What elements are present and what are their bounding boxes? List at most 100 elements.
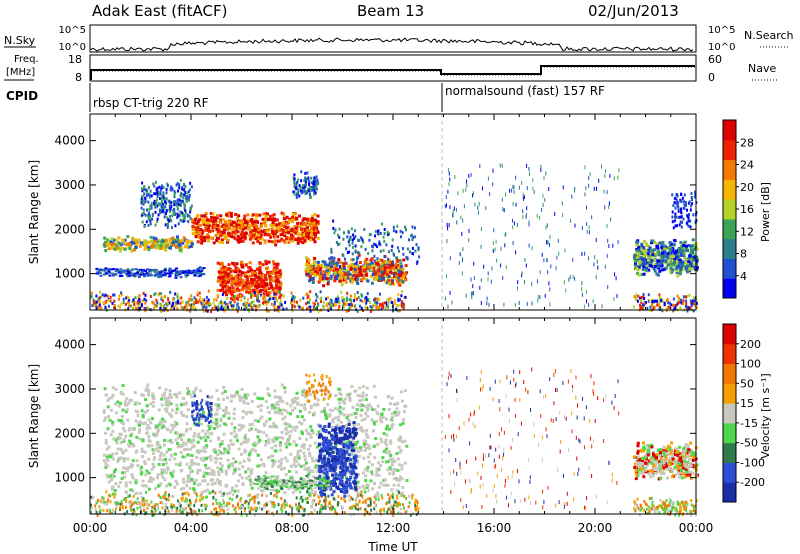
echo-cell bbox=[449, 256, 451, 261]
echo-cell bbox=[351, 279, 355, 283]
echo-cell bbox=[340, 265, 344, 269]
echo-cell bbox=[375, 262, 379, 266]
echo-cell bbox=[203, 458, 207, 462]
echo-cell bbox=[397, 438, 401, 442]
echo-cell bbox=[111, 473, 115, 477]
echo-cell bbox=[562, 213, 564, 218]
echo-cell bbox=[653, 269, 657, 273]
echo-cell bbox=[260, 237, 264, 241]
echo-cell bbox=[411, 238, 414, 242]
echo-cell bbox=[399, 475, 402, 479]
echo-cell bbox=[316, 423, 320, 427]
echo-cell bbox=[262, 282, 266, 285]
echo-cell bbox=[136, 300, 139, 304]
echo-cell bbox=[338, 265, 341, 268]
echo-cell bbox=[358, 399, 362, 403]
echo-cell bbox=[654, 299, 657, 303]
echo-cell bbox=[163, 443, 166, 447]
echo-cell bbox=[204, 217, 208, 221]
echo-cell bbox=[115, 441, 119, 445]
echo-cell bbox=[241, 239, 245, 243]
echo-cell bbox=[115, 244, 119, 248]
echo-cell bbox=[221, 265, 225, 269]
echo-cell bbox=[220, 391, 224, 395]
echo-cell bbox=[245, 278, 249, 281]
echo-cell bbox=[373, 395, 377, 399]
echo-cell bbox=[685, 295, 687, 299]
echo-cell bbox=[540, 164, 542, 169]
echo-cell bbox=[685, 302, 688, 306]
echo-cell bbox=[207, 298, 210, 302]
echo-cell bbox=[184, 211, 187, 215]
echo-cell bbox=[214, 422, 218, 426]
echo-cell bbox=[267, 309, 270, 313]
echo-cell bbox=[219, 467, 223, 471]
echo-cell bbox=[541, 207, 543, 212]
echo-cell bbox=[374, 234, 377, 238]
echo-cell bbox=[238, 221, 242, 224]
echo-cell bbox=[614, 272, 616, 277]
echo-cell bbox=[185, 245, 189, 249]
echo-cell bbox=[166, 272, 170, 275]
echo-cell bbox=[98, 269, 102, 272]
echo-cell bbox=[163, 493, 167, 497]
echo-cell bbox=[310, 176, 313, 180]
echo-cell bbox=[546, 223, 548, 228]
echo-cell bbox=[180, 191, 183, 195]
echo-cell bbox=[669, 266, 673, 270]
echo-cell bbox=[233, 289, 237, 293]
echo-cell bbox=[385, 424, 389, 428]
echo-cell bbox=[242, 217, 246, 221]
echo-cell bbox=[326, 263, 330, 267]
echo-cell bbox=[327, 296, 329, 300]
echo-cell bbox=[172, 209, 175, 213]
echo-cell bbox=[189, 460, 193, 464]
echo-cell bbox=[321, 425, 325, 429]
echo-cell bbox=[226, 458, 230, 462]
echo-cell bbox=[164, 471, 168, 475]
echo-cell bbox=[448, 181, 450, 186]
echo-cell bbox=[250, 422, 254, 426]
echo-cell bbox=[568, 277, 570, 282]
echo-cell bbox=[513, 221, 515, 226]
echo-cell bbox=[248, 227, 252, 231]
echo-cell bbox=[219, 451, 223, 455]
echo-cell bbox=[170, 244, 173, 247]
colorbar-segment bbox=[723, 218, 736, 240]
echo-cell bbox=[346, 296, 348, 300]
echo-cell bbox=[679, 215, 682, 219]
echo-cell bbox=[231, 304, 234, 308]
echo-cell bbox=[357, 486, 361, 490]
echo-cell bbox=[522, 192, 524, 197]
echo-cell bbox=[487, 271, 489, 276]
echo-cell bbox=[221, 287, 225, 291]
echo-cell bbox=[159, 190, 162, 194]
echo-cell bbox=[237, 240, 241, 244]
echo-cell bbox=[639, 261, 643, 265]
echo-cell bbox=[299, 239, 303, 243]
echo-cell bbox=[480, 227, 482, 231]
echo-cell bbox=[604, 264, 606, 269]
echo-cell bbox=[206, 309, 209, 313]
echo-cell bbox=[164, 205, 167, 209]
echo-cell bbox=[387, 450, 391, 454]
echo-cell bbox=[323, 276, 327, 280]
echo-cell bbox=[251, 241, 255, 245]
echo-cell bbox=[131, 268, 135, 271]
echo-cell bbox=[227, 263, 231, 267]
echo-cell bbox=[106, 427, 110, 431]
echo-cell bbox=[512, 241, 514, 245]
echo-cell bbox=[145, 220, 148, 224]
echo-cell bbox=[165, 244, 169, 247]
echo-cell bbox=[237, 288, 241, 292]
echo-cell bbox=[682, 254, 686, 258]
echo-cell bbox=[381, 305, 384, 309]
echo-cell bbox=[378, 242, 381, 246]
echo-cell bbox=[130, 432, 134, 436]
echo-cell bbox=[260, 274, 264, 278]
echo-cell bbox=[644, 253, 648, 257]
echo-cell bbox=[160, 270, 164, 273]
echo-cell bbox=[257, 228, 261, 232]
echo-cell bbox=[162, 185, 165, 189]
colorbar-tick-label: 4 bbox=[740, 270, 747, 283]
